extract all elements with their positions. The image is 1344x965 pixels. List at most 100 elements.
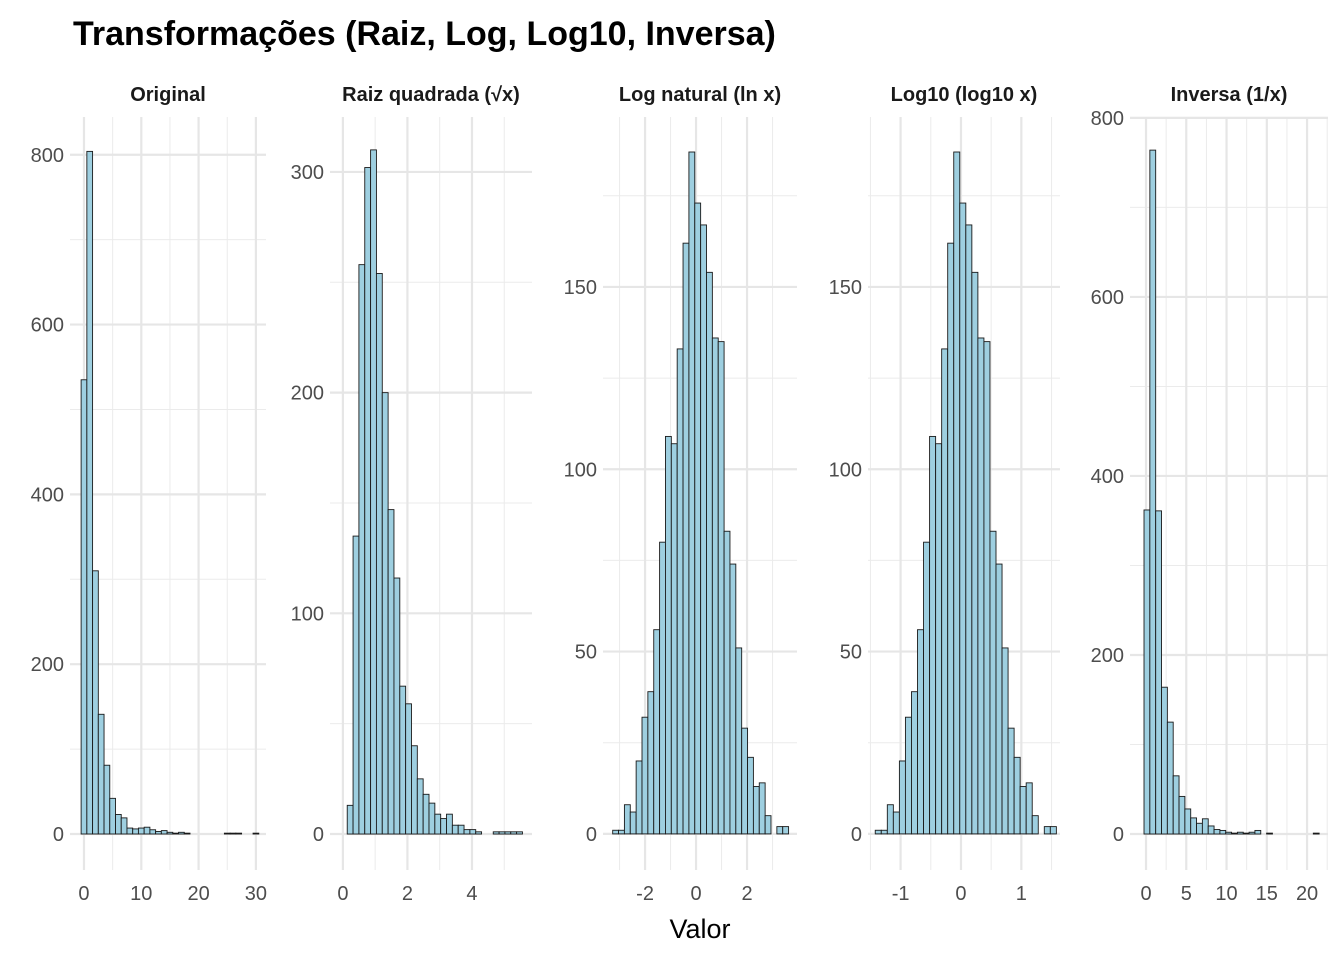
histogram-bar bbox=[1201, 818, 1209, 835]
histogram-bar bbox=[904, 716, 912, 835]
histogram-bar bbox=[80, 379, 88, 835]
histogram-bar bbox=[935, 443, 943, 835]
histogram-bar bbox=[1242, 832, 1250, 835]
histogram-bar bbox=[346, 804, 354, 835]
histogram-bar bbox=[1172, 775, 1180, 835]
histogram-bar bbox=[399, 685, 407, 835]
x-tick-label: 0 bbox=[1140, 883, 1151, 905]
y-tick-label: 150 bbox=[564, 277, 597, 299]
histogram-bar bbox=[717, 341, 725, 835]
y-tick-label: 600 bbox=[31, 315, 64, 337]
panel-3: 0 50 100 150 -2 0 2 Log natural (ln x) bbox=[564, 84, 797, 905]
x-axis-label: Valor bbox=[669, 914, 730, 944]
histogram-bar bbox=[1007, 727, 1015, 835]
histogram-bar bbox=[635, 760, 643, 835]
histogram-bar bbox=[1184, 808, 1192, 835]
histogram-bar bbox=[1049, 826, 1057, 835]
histogram-bar bbox=[911, 691, 918, 835]
histogram-bar bbox=[422, 793, 430, 835]
histogram-bar bbox=[665, 435, 672, 835]
histogram-bar bbox=[1019, 786, 1027, 835]
histogram-bar bbox=[1236, 831, 1244, 835]
histogram-bar bbox=[1178, 795, 1186, 835]
histogram-bar bbox=[929, 435, 937, 835]
histogram-bar bbox=[977, 337, 985, 835]
x-tick-label: 0 bbox=[690, 883, 701, 905]
x-tick-label: 0 bbox=[337, 883, 348, 905]
y-tick-label: 0 bbox=[1113, 824, 1124, 846]
histogram-bar bbox=[947, 242, 955, 835]
histogram-bar bbox=[475, 831, 483, 835]
histogram-bar bbox=[109, 797, 116, 835]
x-tick-label: 20 bbox=[187, 883, 209, 905]
histogram-bar bbox=[446, 813, 453, 835]
histogram-bar bbox=[764, 815, 772, 835]
y-tick-label: 600 bbox=[1091, 287, 1124, 309]
x-tick-label: 0 bbox=[955, 883, 966, 905]
histogram-bar bbox=[155, 831, 162, 835]
histogram-bar bbox=[405, 703, 412, 835]
x-tick-label: -1 bbox=[892, 883, 910, 905]
histogram-bar bbox=[86, 150, 94, 835]
panel-1: 0 200 400 600 800 0 10 20 30 Original bbox=[31, 84, 267, 905]
histogram-bar bbox=[463, 829, 471, 835]
panel-4: 0 50 100 150 -1 0 1 Log10 (log10 x) bbox=[829, 84, 1060, 905]
histogram-bar bbox=[752, 786, 760, 835]
histogram-bar bbox=[886, 804, 894, 835]
x-tick-label: 4 bbox=[466, 883, 477, 905]
histogram-bar bbox=[1248, 831, 1256, 835]
panel-2: 0 100 200 300 0 2 4 Raiz quadrada (√x) bbox=[291, 84, 532, 905]
histogram-bar bbox=[223, 832, 231, 835]
histogram-bar bbox=[235, 832, 243, 835]
histogram-bar bbox=[983, 341, 991, 835]
histogram-bar bbox=[971, 271, 979, 835]
y-tick-label: 0 bbox=[313, 824, 324, 846]
histogram-bar bbox=[375, 273, 383, 835]
histogram-bar bbox=[641, 716, 649, 835]
histogram-bar bbox=[735, 647, 743, 835]
histogram-bar bbox=[516, 831, 523, 835]
histogram-bar bbox=[1031, 815, 1039, 835]
histogram-bar bbox=[510, 831, 518, 835]
histogram-bar bbox=[612, 829, 620, 835]
y-tick-label: 800 bbox=[31, 145, 64, 167]
histogram-bar bbox=[892, 811, 900, 835]
y-tick-label: 50 bbox=[575, 642, 597, 664]
histogram-bar bbox=[440, 818, 447, 835]
histogram-bar bbox=[1225, 831, 1233, 835]
histogram-bar bbox=[252, 832, 260, 835]
histogram-bar bbox=[917, 629, 924, 835]
histogram-bar bbox=[387, 509, 395, 835]
histogram-bar bbox=[381, 392, 389, 835]
histogram-bar bbox=[115, 814, 122, 835]
x-tick-label: 20 bbox=[1296, 883, 1318, 905]
histogram-bar bbox=[700, 224, 707, 835]
histogram-bar bbox=[776, 826, 784, 835]
histogram-bar bbox=[1254, 829, 1262, 835]
histogram-bar bbox=[953, 151, 961, 835]
histogram-bar bbox=[1207, 825, 1215, 835]
histogram-bar bbox=[126, 827, 134, 835]
histogram-bar bbox=[688, 151, 696, 835]
histogram-bar bbox=[1231, 832, 1238, 835]
histogram-bar bbox=[1143, 509, 1151, 835]
histogram-bar bbox=[1213, 829, 1221, 835]
y-tick-label: 100 bbox=[564, 459, 597, 481]
histogram-bar bbox=[178, 831, 185, 835]
y-tick-label: 300 bbox=[291, 162, 324, 184]
x-tick-label: 15 bbox=[1256, 883, 1278, 905]
histogram-bar bbox=[1312, 832, 1320, 835]
histogram-bar bbox=[694, 202, 702, 835]
histogram-bar bbox=[1266, 832, 1273, 835]
histogram-bar bbox=[711, 337, 719, 835]
facet-strip-label: Original bbox=[130, 84, 206, 106]
y-tick-label: 400 bbox=[31, 484, 64, 506]
x-tick-label: -2 bbox=[636, 883, 654, 905]
histogram-bar bbox=[647, 691, 655, 835]
histogram-bar bbox=[428, 802, 436, 835]
histogram-bar bbox=[1043, 826, 1051, 835]
y-tick-label: 800 bbox=[1091, 108, 1124, 130]
histogram-bar bbox=[623, 804, 631, 835]
x-tick-label: 10 bbox=[130, 883, 152, 905]
y-tick-label: 0 bbox=[851, 824, 862, 846]
